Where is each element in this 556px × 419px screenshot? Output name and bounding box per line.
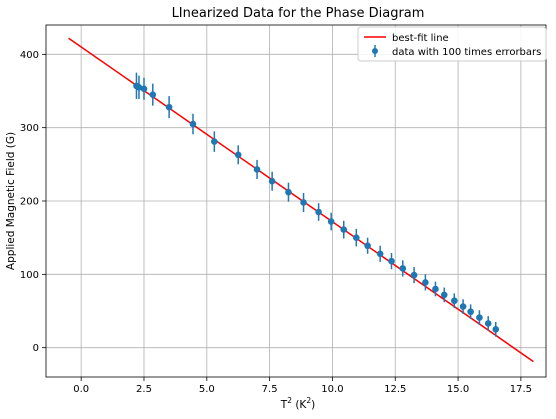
data-point [364,242,371,250]
data-point [399,265,407,272]
legend: best-fit line data with 100 times errorb… [357,26,547,62]
data-point [459,303,467,310]
best-fit-line [68,37,534,363]
data-point [300,199,307,206]
data-point [410,271,418,279]
data-point [340,226,348,233]
x-tick-label: 17.5 [510,384,532,395]
data-point [234,151,242,159]
x-tick-label: 2.5 [136,384,152,395]
legend-marker-swatch [372,48,378,54]
x-label-sup: 2 [287,396,292,405]
legend-label-data: data with 100 times errorbars [392,47,541,58]
data-point [492,326,500,333]
legend-label-fit: best-fit line [392,33,449,44]
data-point [149,91,157,98]
x-axis-ticks: 0.0 2.5 5.0 7.5 10.0 12.5 15.0 17.5 [73,377,532,395]
y-tick-label: 300 [20,123,39,134]
y-tick-label: 400 [20,50,39,61]
x-tick-label: 10.0 [321,384,343,395]
data-point [476,314,483,321]
x-axis-label: T2 (K2) [280,396,315,411]
x-label-prefix: T [280,399,288,411]
x-label-sup2: 2 [306,396,311,405]
legend-box [357,26,547,62]
data-point [189,120,197,128]
data-point [135,84,143,91]
y-tick-label: 100 [20,270,39,281]
data-point [467,308,474,316]
data-point [268,177,276,185]
data-point [285,188,292,196]
data-point [440,291,448,299]
data-point [253,166,261,173]
data-point [211,138,218,145]
x-tick-label: 12.5 [384,384,406,395]
data-point [315,208,322,216]
plot-area [68,37,534,363]
data-point [327,218,335,225]
y-axis-ticks: 0 100 200 300 400 [20,50,46,354]
data-point [484,320,492,327]
x-tick-label: 15.0 [447,384,469,395]
y-tick-label: 0 [33,343,39,354]
data-point [165,103,173,111]
data-point [353,234,360,241]
data-point [432,285,439,293]
x-tick-label: 5.0 [199,384,215,395]
data-point [376,250,384,258]
data-point [422,279,429,286]
x-label-mid: (K [292,399,307,411]
x-tick-label: 7.5 [262,384,278,395]
x-label-suffix: ) [311,399,315,411]
data-point [450,297,458,305]
x-tick-label: 0.0 [73,384,89,395]
data-point [140,85,148,93]
data-point [388,257,395,265]
chart-title: LInearized Data for the Phase Diagram [172,6,425,21]
y-tick-label: 200 [20,197,39,208]
y-axis-label: Applied Magnetic Field (G) [5,132,17,270]
